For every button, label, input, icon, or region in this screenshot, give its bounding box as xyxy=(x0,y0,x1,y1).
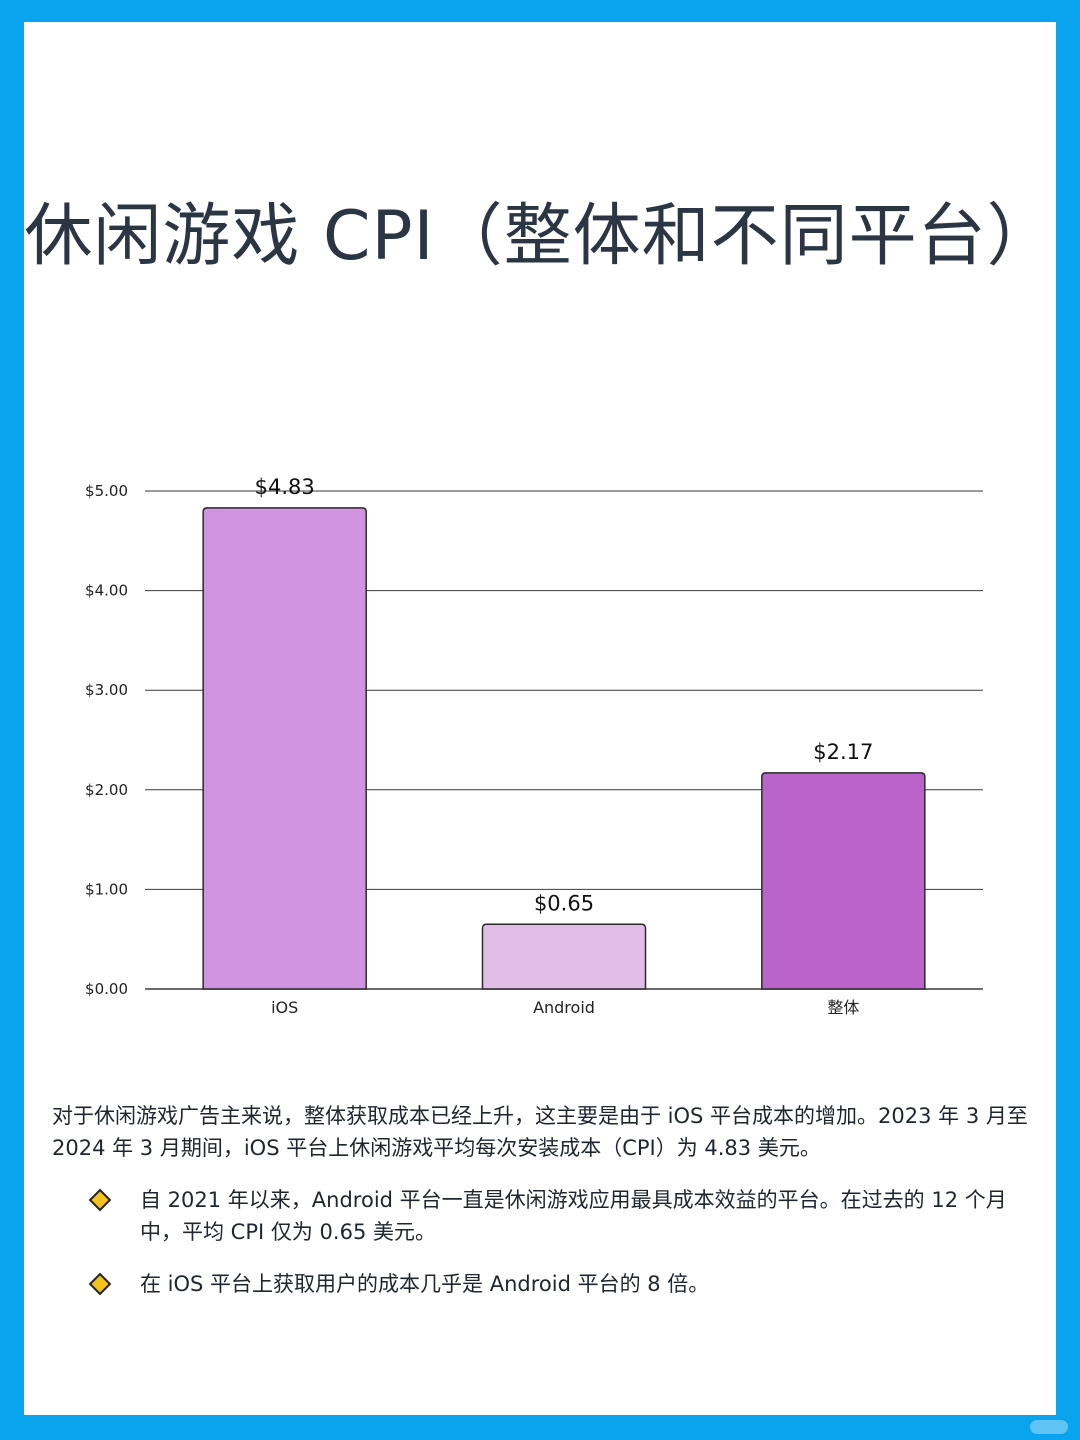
y-tick-label: $0.00 xyxy=(85,980,128,998)
bar xyxy=(761,772,926,990)
y-tick-label: $2.00 xyxy=(85,781,128,799)
page-title: 休闲游戏 CPI（整体和不同平台） xyxy=(24,197,1056,276)
bullet-text: 自 2021 年以来，Android 平台一直是休闲游戏应用最具成本效益的平台。… xyxy=(140,1188,1007,1244)
diamond-bullet-icon xyxy=(88,1272,112,1296)
bar-chart: $0.00 $1.00 $2.00 $3.00 $4.00 $5.00 $4.83 iOS $0… xyxy=(85,475,983,1017)
diamond-bullet-icon xyxy=(88,1188,112,1212)
x-tick-label: 整体 xyxy=(827,998,859,1017)
bullet-text: 在 iOS 平台上获取用户的成本几乎是 Android 平台的 8 倍。 xyxy=(140,1272,710,1296)
bar xyxy=(481,923,647,990)
data-label: $2.17 xyxy=(813,740,873,764)
y-tick-label: $1.00 xyxy=(85,880,128,898)
data-label: $0.65 xyxy=(534,891,594,915)
y-tick-label: $4.00 xyxy=(85,582,128,600)
content-card: 休闲游戏 CPI（整体和不同平台） $0.00 $1.00 $2.00 $3.00 $4… xyxy=(24,22,1056,1415)
bullet-list: 自 2021 年以来，Android 平台一直是休闲游戏应用最具成本效益的平台。… xyxy=(52,1184,1032,1320)
x-tick-label: iOS xyxy=(271,998,298,1017)
data-label: $4.83 xyxy=(255,475,315,499)
x-tick-label: Android xyxy=(533,998,595,1017)
bullet-item: 在 iOS 平台上获取用户的成本几乎是 Android 平台的 8 倍。 xyxy=(52,1268,1032,1300)
bar xyxy=(202,507,367,990)
summary-paragraph: 对于休闲游戏广告主来说，整体获取成本已经上升，这主要是由于 iOS 平台成本的增… xyxy=(52,1104,1028,1160)
watermark-badge xyxy=(1030,1420,1068,1434)
bullet-item: 自 2021 年以来，Android 平台一直是休闲游戏应用最具成本效益的平台。… xyxy=(52,1184,1032,1248)
y-tick-label: $3.00 xyxy=(85,681,128,699)
y-tick-label: $5.00 xyxy=(85,482,128,500)
